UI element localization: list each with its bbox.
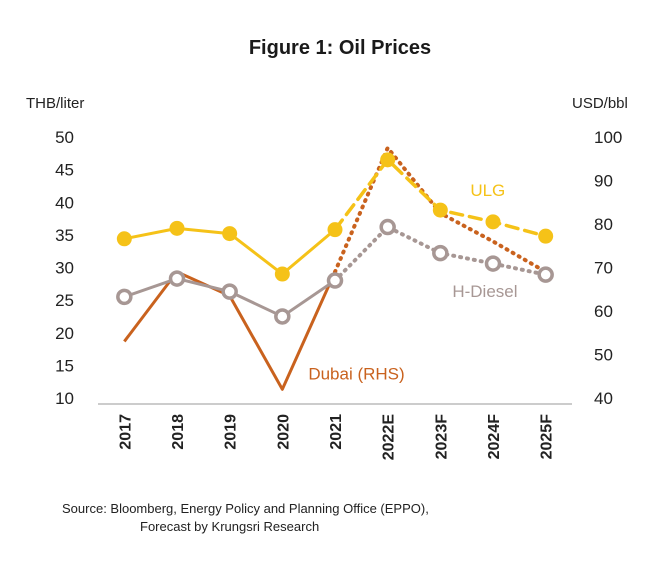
source-line-1: Source: Bloomberg, Energy Policy and Pla… (62, 501, 429, 516)
right-tick-label: 100 (594, 128, 622, 147)
x-axis-ticks: 2017 2018 2019 2020 2021 2022E 2023F 2024F 2025F (117, 414, 555, 461)
series-point-h-diesel (432, 244, 449, 262)
left-tick-label: 25 (55, 291, 74, 310)
series-point-ulg (380, 152, 396, 168)
x-tick-label: 2024F (486, 414, 503, 460)
series-point-h-diesel (537, 266, 554, 283)
left-tick-label: 50 (55, 128, 74, 147)
x-tick-label: 2023F (433, 414, 450, 460)
source-note: Source: Bloomberg, Energy Policy and Pla… (62, 500, 429, 536)
right-axis-ticks: 100 90 80 70 60 50 40 (594, 128, 622, 408)
right-tick-label: 90 (594, 172, 613, 191)
series-point-ulg (116, 231, 132, 247)
left-tick-label: 10 (55, 389, 74, 408)
left-tick-label: 30 (55, 259, 74, 278)
x-tick-label: 2021 (328, 414, 345, 450)
right-tick-label: 60 (594, 302, 613, 321)
left-axis-ticks: 50 45 40 35 30 25 20 15 10 (55, 128, 74, 408)
series-label-ulg: ULG (470, 181, 505, 200)
series-point-h-diesel (221, 283, 238, 300)
series-point-ulg (327, 222, 343, 238)
series-point-ulg (538, 228, 554, 244)
series-point-ulg (432, 202, 448, 218)
series-point-ulg (222, 226, 238, 242)
x-tick-label: 2018 (170, 414, 187, 450)
right-tick-label: 50 (594, 346, 613, 365)
left-tick-label: 35 (55, 226, 74, 245)
series-point-ulg (485, 214, 501, 230)
left-tick-label: 15 (55, 356, 74, 375)
series-point-ulg (274, 266, 290, 282)
series-point-h-diesel (274, 308, 291, 325)
x-tick-label: 2022E (381, 414, 398, 461)
right-tick-label: 70 (594, 259, 613, 278)
series-point-h-diesel (484, 255, 502, 272)
series-point-ulg (169, 220, 185, 236)
left-tick-label: 40 (55, 193, 74, 212)
left-tick-label: 45 (55, 161, 74, 180)
x-tick-label: 2017 (117, 414, 134, 450)
x-tick-label: 2025F (539, 414, 556, 460)
source-line-2: Forecast by Krungsri Research (140, 519, 320, 534)
left-tick-label: 20 (55, 324, 74, 343)
series-point-h-diesel (116, 288, 133, 306)
x-tick-label: 2019 (223, 414, 240, 450)
right-axis-unit-label: USD/bbl (572, 95, 628, 112)
right-tick-label: 80 (594, 215, 613, 234)
x-tick-label: 2020 (275, 414, 292, 450)
right-tick-label: 40 (594, 389, 613, 408)
series-label-h-diesel: H-Diesel (452, 282, 517, 301)
series-point-h-diesel (168, 270, 186, 287)
left-axis-unit-label: THB/liter (26, 95, 84, 112)
series-point-h-diesel (379, 218, 396, 236)
chart-title: Figure 1: Oil Prices (249, 37, 431, 59)
series-label-dubai: Dubai (RHS) (308, 364, 404, 383)
series-point-h-diesel (326, 272, 344, 289)
series-layer (116, 145, 554, 391)
series-forecast-line-ulg (333, 158, 548, 238)
